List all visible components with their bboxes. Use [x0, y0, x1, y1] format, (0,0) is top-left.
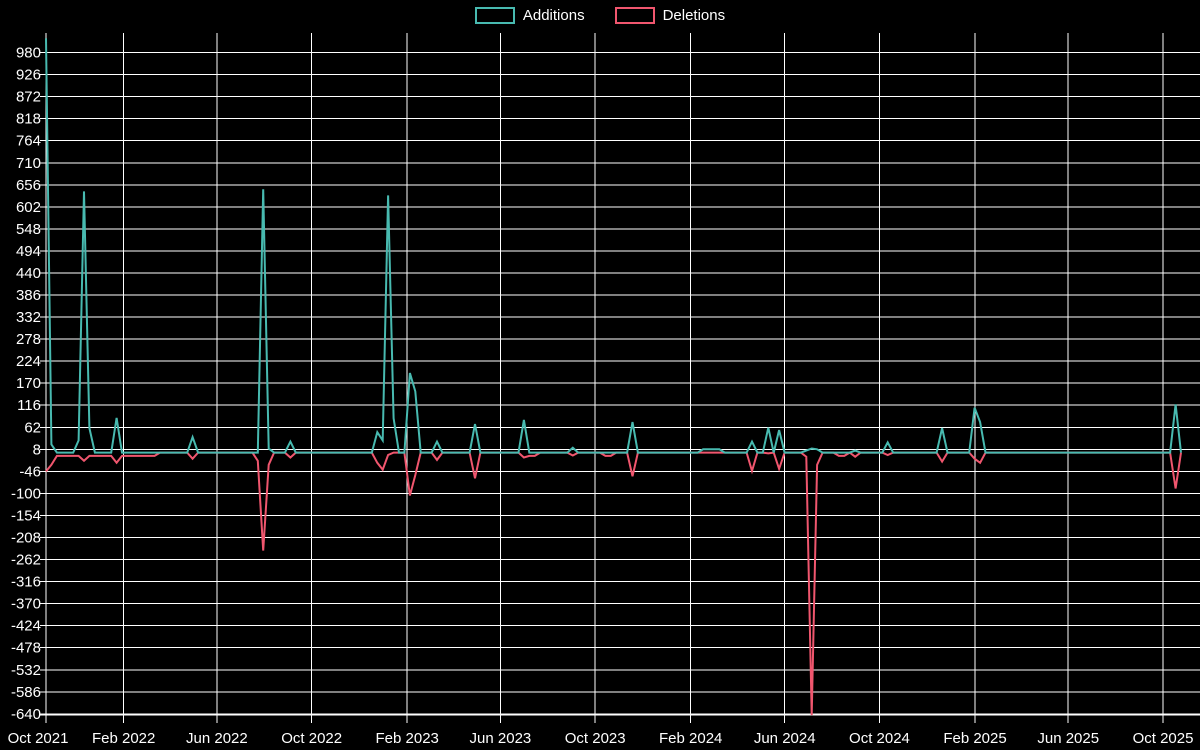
- y-tick-label: -154: [11, 507, 41, 524]
- x-tick-label: Feb 2024: [659, 730, 722, 747]
- x-tick-label: Feb 2025: [943, 730, 1006, 747]
- y-tick-label: -46: [19, 463, 41, 480]
- y-tick-label: 980: [16, 45, 41, 62]
- y-tick-label: 872: [16, 89, 41, 106]
- y-tick-label: 116: [17, 397, 41, 414]
- y-tick-label: 548: [16, 221, 41, 238]
- y-tick-label: -586: [11, 684, 41, 701]
- additions-line: [45, 38, 1182, 454]
- y-tick-label: -478: [11, 640, 41, 657]
- x-tick-label: Oct 2022: [281, 730, 342, 747]
- x-tick-label: Oct 2021: [8, 730, 69, 747]
- y-tick-label: -262: [11, 552, 41, 569]
- y-tick-label: -208: [11, 530, 41, 547]
- x-tick-label: Feb 2022: [92, 730, 155, 747]
- y-tick-label: 332: [16, 309, 41, 326]
- x-tick-label: Jun 2024: [754, 730, 816, 747]
- x-tick-label: Jun 2025: [1037, 730, 1099, 747]
- y-tick-label: 710: [16, 155, 41, 172]
- y-tick-label: -370: [11, 596, 41, 613]
- y-tick-label: 440: [16, 265, 41, 282]
- y-tick-label: -424: [11, 618, 41, 635]
- deletions-line: [45, 451, 1182, 716]
- x-tick-label: Oct 2024: [849, 730, 910, 747]
- y-tick-label: -532: [11, 662, 41, 679]
- x-tick-label: Oct 2025: [1133, 730, 1194, 747]
- y-tick-label: 926: [16, 67, 41, 84]
- y-tick-label: 62: [24, 419, 41, 436]
- x-tick-label: Jun 2023: [470, 730, 532, 747]
- y-tick-label: 224: [16, 353, 41, 370]
- y-tick-label: -640: [11, 706, 41, 723]
- y-tick-label: 386: [16, 287, 41, 304]
- y-tick-label: 8: [33, 441, 41, 458]
- x-tick-label: Jun 2022: [186, 730, 248, 747]
- x-tick-label: Oct 2023: [565, 730, 626, 747]
- y-tick-label: 170: [16, 375, 41, 392]
- x-tick-label: Feb 2023: [376, 730, 439, 747]
- y-tick-label: 818: [16, 111, 41, 128]
- y-tick-label: 602: [16, 199, 41, 216]
- y-tick-label: 494: [16, 243, 41, 260]
- y-tick-label: -100: [11, 485, 41, 502]
- y-tick-label: 764: [16, 133, 41, 150]
- y-tick-label: -316: [11, 574, 41, 591]
- y-tick-label: 278: [16, 331, 41, 348]
- y-tick-label: 656: [16, 177, 41, 194]
